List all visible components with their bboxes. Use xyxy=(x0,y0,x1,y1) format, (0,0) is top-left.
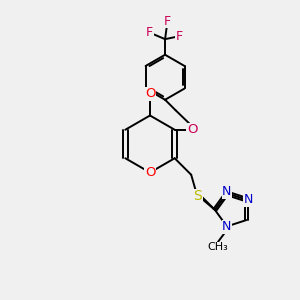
Text: N: N xyxy=(222,220,232,233)
Text: F: F xyxy=(146,26,153,39)
Text: O: O xyxy=(187,123,197,136)
Text: F: F xyxy=(176,30,183,43)
Text: F: F xyxy=(164,15,171,28)
Text: N: N xyxy=(222,185,232,198)
Text: O: O xyxy=(145,87,155,101)
Text: N: N xyxy=(244,193,254,206)
Text: CH₃: CH₃ xyxy=(208,242,228,252)
Text: S: S xyxy=(194,189,202,203)
Text: O: O xyxy=(145,166,155,179)
